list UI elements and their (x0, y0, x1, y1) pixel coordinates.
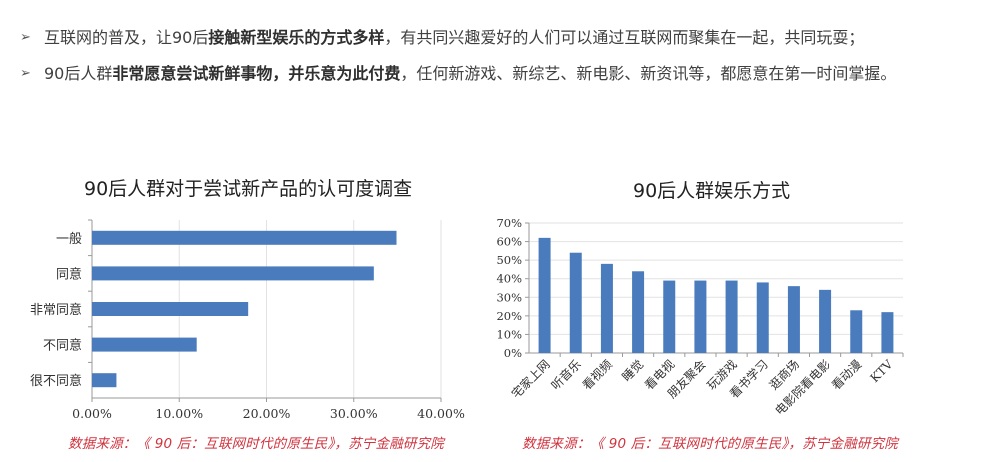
bullet-item-2: ➢ 90后人群非常愿意尝试新鲜事物，并乐意为此付费，任何新游戏、新综艺、新电影、… (20, 60, 920, 88)
bullet-text: ，有共同兴趣爱好的人们可以通过互联网而聚集在一起，共同玩耍； (384, 28, 865, 47)
bar (663, 280, 676, 353)
bullet-text: 互联网的普及，让90后 (44, 28, 209, 47)
bar (787, 286, 800, 353)
bar (850, 310, 863, 353)
x-category-label: 看动漫 (829, 357, 864, 392)
arrow-bullet-icon: ➢ (20, 66, 31, 81)
right-chart-title: 90后人群娱乐方式 (633, 180, 791, 202)
y-category-label: 很不同意 (30, 373, 82, 389)
y-category-label: 非常同意 (30, 302, 82, 318)
bar (92, 230, 397, 245)
bar (600, 263, 613, 353)
x-tick-label: 0.00% (72, 406, 112, 421)
y-category-label: 不同意 (43, 338, 82, 354)
bar (694, 280, 707, 353)
bullet-text: ，任何新游戏、新综艺、新电影、新资讯等，都愿意在第一时间掌握。 (400, 64, 897, 83)
bullet-text: 90后人群 (44, 64, 113, 83)
x-tick-label: 40.00% (417, 406, 465, 421)
y-tick-label: 60% (496, 235, 522, 249)
bar (725, 280, 738, 353)
bar (632, 271, 645, 353)
y-tick-label: 40% (496, 272, 522, 286)
x-tick-label: 30.00% (330, 406, 378, 421)
left-chart-title: 90后人群对于尝试新产品的认可度调查 (84, 178, 413, 200)
x-tick-label: 10.00% (155, 406, 203, 421)
bar (756, 282, 769, 353)
y-tick-label: 70% (496, 216, 522, 230)
y-tick-label: 20% (496, 309, 522, 323)
y-tick-label: 0% (504, 346, 522, 360)
x-category-label: 听音乐 (548, 357, 584, 393)
bullet-item-1: ➢ 互联网的普及，让90后接触新型娱乐的方式多样，有共同兴趣爱好的人们可以通过互… (20, 24, 920, 52)
x-category-label: KTV (868, 357, 896, 385)
x-category-label: 睡觉 (619, 357, 646, 384)
arrow-bullet-icon: ➢ (20, 30, 31, 45)
bar (92, 302, 249, 316)
x-tick-label: 20.00% (243, 406, 291, 421)
y-tick-label: 30% (496, 290, 522, 304)
y-category-label: 同意 (56, 266, 82, 282)
right-chart-source: 数据来源：《 90 后：互联网时代的原生民》，苏宁金融研究院 (522, 436, 899, 452)
bar (569, 252, 582, 353)
bullet-emphasis: 接触新型娱乐的方式多样 (208, 28, 385, 47)
left-chart-source: 数据来源：《 90 后：互联网时代的原生民》，苏宁金融研究院 (68, 436, 445, 452)
y-category-label: 一般 (56, 231, 82, 247)
bar (538, 237, 551, 353)
x-category-label: 看视频 (579, 357, 615, 393)
y-tick-label: 10% (496, 327, 522, 341)
y-tick-label: 50% (496, 253, 522, 267)
bar (881, 312, 894, 353)
bar (92, 373, 117, 388)
bar (92, 337, 197, 352)
bar (819, 289, 832, 353)
x-category-label: 宅家上网 (508, 357, 553, 402)
left-bar-chart: 0.00% 10.00% 20.00% 30.00% 40.00% 一般同意非常同意不同意… (30, 219, 465, 421)
bar (92, 266, 374, 281)
bullet-list: ➢ 互联网的普及，让90后接触新型娱乐的方式多样，有共同兴趣爱好的人们可以通过互… (20, 24, 920, 96)
bullet-emphasis: 非常愿意尝试新鲜事物，并乐意为此付费 (112, 64, 401, 83)
